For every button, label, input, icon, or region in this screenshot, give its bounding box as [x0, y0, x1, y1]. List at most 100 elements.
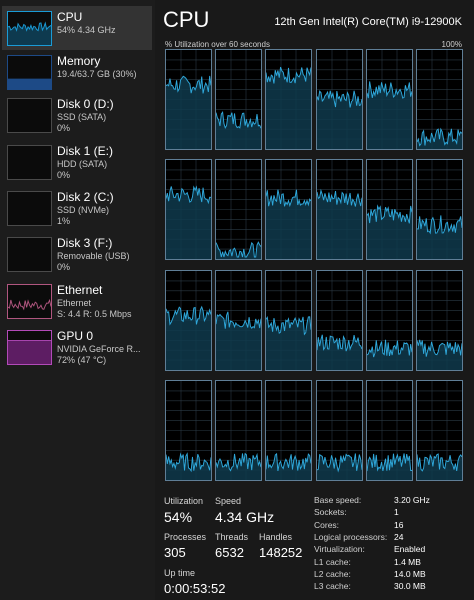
- core-graph-23: [416, 379, 463, 481]
- core-usage-area: [316, 190, 362, 260]
- core-graph-5: [416, 49, 463, 150]
- core-usage-line: [216, 311, 262, 329]
- sidebar-item-value: 0%: [57, 262, 71, 272]
- core-graph-4: [365, 49, 413, 150]
- sidebar-item-detail: 19.4/63.7 GB (30%): [57, 69, 137, 79]
- cpu-performance-panel: CPU 12th Gen Intel(R) Core(TM) i9-12900K…: [155, 0, 474, 600]
- core-graph-2: [265, 49, 313, 150]
- sidebar-item-memory[interactable]: Memory 19.4/63.7 GB (30%): [2, 50, 152, 94]
- sidebar-item-detail: Ethernet: [57, 298, 92, 308]
- spec-value: 14.0 MB: [394, 568, 426, 579]
- sidebar-item-disk-1[interactable]: Disk 1 (E:) HDD (SATA) 0%: [2, 140, 152, 184]
- core-graph-11: [416, 159, 463, 261]
- threads-label: Threads: [215, 532, 249, 542]
- core-usage-area: [216, 453, 262, 480]
- spec-label: Base speed:: [314, 495, 362, 505]
- core-usage-line: [316, 334, 362, 351]
- sidebar-item-detail: Removable (USB): [57, 251, 130, 261]
- core-usage-area: [366, 81, 412, 149]
- gpu-0-thumbnail-graph: [7, 330, 52, 365]
- core-graph-7: [215, 159, 263, 261]
- core-usage-line: [166, 451, 211, 473]
- sidebar-item-ethernet[interactable]: Ethernet Ethernet S: 4.4 R: 0.5 Mbps: [2, 279, 152, 323]
- core-graph-1: [215, 49, 263, 150]
- speed-label: Speed: [215, 496, 242, 506]
- sidebar-item-cpu[interactable]: CPU 54% 4.34 GHz: [2, 6, 152, 50]
- sidebar-item-label: Ethernet: [57, 283, 103, 297]
- sidebar-item-label: CPU: [57, 10, 83, 24]
- core-graph-15: [315, 269, 363, 371]
- cpu-model-name: 12th Gen Intel(R) Core(TM) i9-12900K: [274, 16, 462, 28]
- core-usage-line: [266, 315, 312, 336]
- memory-thumbnail-graph: [7, 55, 52, 90]
- core-graph-8: [265, 159, 313, 261]
- core-graph-10: [365, 159, 413, 261]
- core-usage-area: [366, 339, 412, 370]
- utilization-value: 54%: [164, 509, 193, 525]
- spec-value: 3.20 GHz: [394, 495, 430, 505]
- core-usage-line: [417, 215, 462, 235]
- core-graph-22: [365, 379, 413, 481]
- core-usage-area: [166, 453, 211, 480]
- memory-thumb-fill: [8, 78, 51, 89]
- core-usage-line: [266, 189, 312, 208]
- spec-label: Cores:: [314, 519, 340, 530]
- utilization-label: Utilization: [164, 496, 204, 506]
- handles-label: Handles: [259, 532, 293, 542]
- core-graph-13: [215, 269, 263, 371]
- sidebar-item-value: 0%: [57, 170, 71, 180]
- page-title: CPU: [163, 7, 210, 32]
- core-usage-area: [266, 316, 312, 370]
- core-usage-line: [366, 453, 412, 472]
- core-usage-area: [417, 215, 462, 260]
- threads-value: 6532: [215, 545, 244, 560]
- spec-value: 1: [394, 507, 399, 518]
- spec-label: Virtualization:: [314, 544, 365, 555]
- core-usage-area: [166, 75, 211, 149]
- sidebar-item-detail: SSD (SATA): [57, 112, 107, 122]
- core-graph-3: [315, 49, 363, 150]
- core-usage-line: [417, 127, 462, 147]
- core-usage-area: [316, 334, 362, 370]
- sidebar-item-label: Disk 0 (D:): [57, 97, 114, 111]
- sidebar-item-disk-0[interactable]: Disk 0 (D:) SSD (SATA) 0%: [2, 93, 152, 137]
- utilization-max-label: 100%: [441, 40, 462, 49]
- core-usage-line: [216, 452, 262, 472]
- utilization-caption: % Utilization over 60 seconds: [165, 40, 270, 49]
- core-usage-line: [316, 453, 362, 473]
- sidebar-item-gpu-0[interactable]: GPU 0 NVIDIA GeForce R... 72% (47 °C): [2, 325, 152, 369]
- spec-label: L2 cache:: [314, 568, 351, 579]
- core-usage-area: [166, 186, 211, 260]
- core-usage-line: [366, 339, 412, 357]
- spec-value: 24: [394, 531, 404, 542]
- core-usage-area: [216, 311, 262, 370]
- core-usage-line: [417, 339, 462, 357]
- disk-3-thumbnail-graph: [7, 237, 52, 272]
- ethernet-thumbnail-graph: [7, 284, 52, 319]
- core-graph-9: [315, 159, 363, 261]
- sidebar-item-disk-2[interactable]: Disk 2 (C:) SSD (NVMe) 1%: [2, 186, 152, 230]
- sidebar-item-label: Disk 3 (F:): [57, 236, 113, 250]
- core-usage-line: [417, 453, 462, 472]
- core-usage-area: [216, 242, 262, 260]
- spec-label: Sockets:: [314, 507, 347, 518]
- speed-value: 4.34 GHz: [215, 509, 275, 525]
- core-graph-18: [165, 379, 212, 481]
- core-graph-20: [265, 379, 313, 481]
- sidebar-item-value: 1%: [57, 216, 71, 226]
- core-usage-line: [316, 90, 362, 108]
- core-usage-line: [166, 75, 211, 94]
- cpu-thumb-line: [8, 21, 51, 32]
- spec-value: 30.0 MB: [394, 581, 426, 592]
- sidebar-item-disk-3[interactable]: Disk 3 (F:) Removable (USB) 0%: [2, 232, 152, 276]
- sidebar-item-label: Disk 1 (E:): [57, 144, 114, 158]
- sidebar-item-label: Disk 2 (C:): [57, 190, 114, 204]
- logical-processor-graphs[interactable]: [165, 49, 463, 481]
- cpu-thumbnail-graph: [7, 11, 52, 46]
- core-usage-line: [366, 81, 412, 99]
- handles-value: 148252: [259, 545, 303, 560]
- core-graph-16: [365, 269, 413, 371]
- disk-1-thumbnail-graph: [7, 145, 52, 180]
- sidebar-item-detail: 54% 4.34 GHz: [57, 25, 116, 35]
- core-graph-0: [165, 49, 212, 150]
